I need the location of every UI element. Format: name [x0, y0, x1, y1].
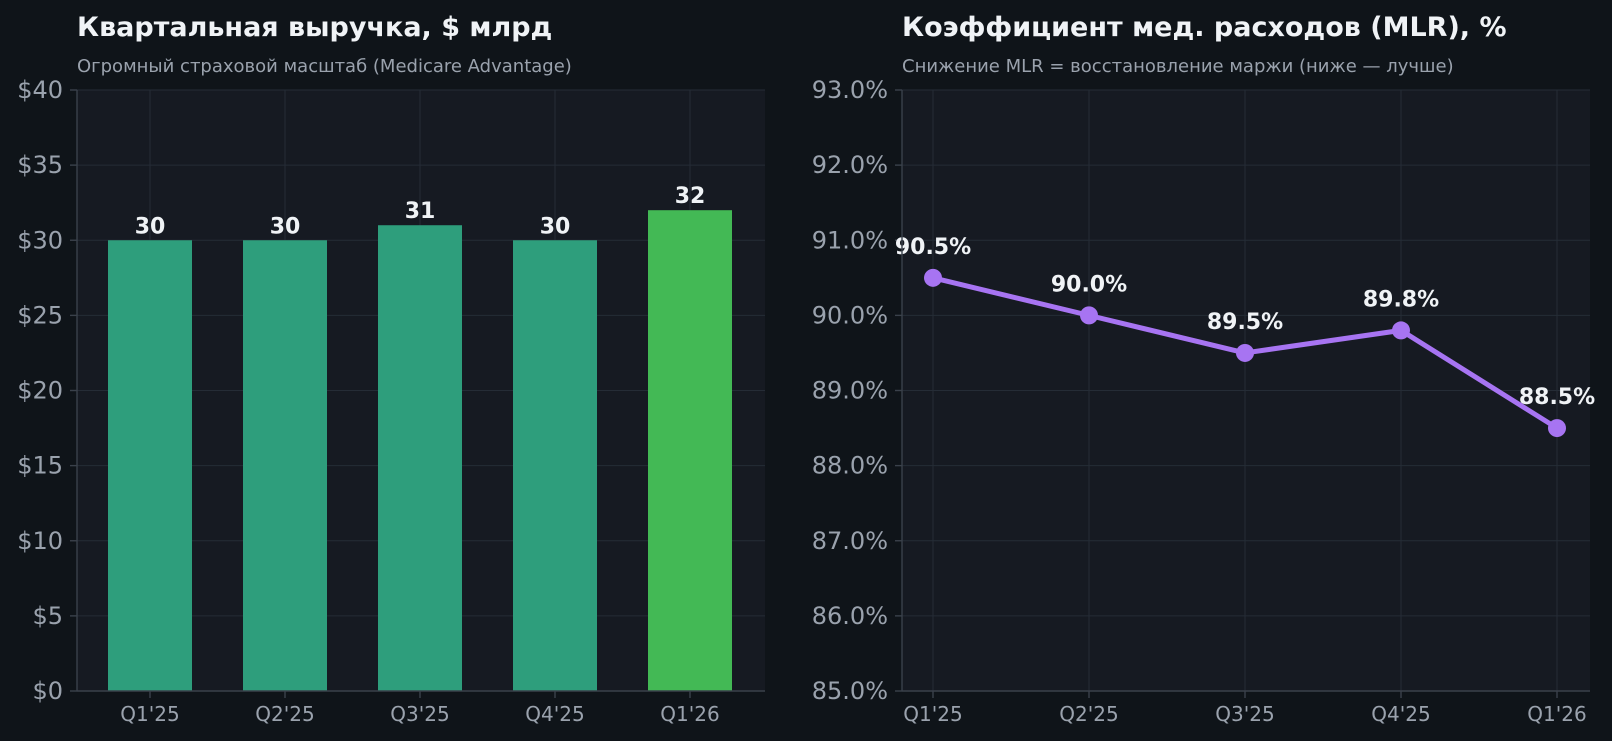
revenue-bar	[648, 210, 732, 691]
mlr-point	[1236, 343, 1254, 362]
mlr-ytick-label: 86.0%	[812, 602, 888, 630]
mlr-xtick-label: Q2'25	[1059, 702, 1118, 726]
mlr-ytick-label: 87.0%	[812, 527, 888, 555]
mlr-xtick-label: Q4'25	[1371, 702, 1430, 726]
mlr-point	[1548, 419, 1566, 438]
revenue-data-labels: 30 30 31 30 32	[135, 184, 706, 239]
mlr-ytick-label: 91.0%	[812, 226, 888, 254]
mlr-point	[924, 268, 942, 287]
revenue-ytick-label: $20	[17, 377, 63, 405]
mlr-data-labels: 90.5% 90.0% 89.5% 89.8% 88.5%	[895, 235, 1595, 410]
mlr-xtick-label: Q3'25	[1215, 702, 1274, 726]
mlr-ytick-label: 85.0%	[812, 677, 888, 705]
mlr-x-axis: Q1'25 Q2'25 Q3'25 Q4'25 Q1'26	[903, 691, 1587, 726]
revenue-ytick-label: $40	[17, 76, 63, 104]
revenue-y-axis: $0 $5 $10 $15 $20 $25 $30 $35 $40	[17, 76, 77, 705]
mlr-point	[1080, 306, 1098, 325]
revenue-data-label: 30	[135, 214, 166, 239]
mlr-ytick-label: 89.0%	[812, 377, 888, 405]
mlr-xtick-label: Q1'26	[1527, 702, 1586, 726]
revenue-data-label: 30	[540, 214, 571, 239]
mlr-data-label: 88.5%	[1519, 385, 1595, 410]
mlr-chart-subtitle: Снижение MLR = восстановление маржи (ниж…	[902, 56, 1454, 77]
revenue-x-axis: Q1'25 Q2'25 Q3'25 Q4'25 Q1'26	[120, 691, 720, 726]
revenue-chart-title: Квартальная выручка, $ млрд	[77, 12, 552, 43]
revenue-ytick-label: $25	[17, 301, 63, 329]
mlr-gridlines	[902, 89, 1590, 692]
revenue-data-label: 31	[405, 199, 436, 224]
revenue-xtick-label: Q2'25	[255, 702, 314, 726]
mlr-data-label: 89.8%	[1363, 287, 1439, 312]
revenue-ytick-label: $5	[32, 602, 63, 630]
revenue-ytick-label: $30	[17, 226, 63, 254]
mlr-series	[924, 268, 1566, 438]
mlr-ytick-label: 90.0%	[812, 301, 888, 329]
mlr-point	[1392, 321, 1410, 340]
mlr-chart-title: Коэффициент мед. расходов (MLR), %	[902, 12, 1507, 43]
revenue-chart-subtitle: Огромный страховой масштаб (Medicare Adv…	[77, 56, 572, 77]
mlr-ytick-label: 92.0%	[812, 151, 888, 179]
mlr-xtick-label: Q1'25	[903, 702, 962, 726]
revenue-bar	[108, 240, 192, 691]
revenue-bar	[378, 225, 462, 691]
mlr-line-chart: Коэффициент мед. расходов (MLR), % Сниже…	[812, 12, 1595, 726]
revenue-bar	[513, 240, 597, 691]
mlr-ytick-label: 88.0%	[812, 452, 888, 480]
revenue-xtick-label: Q1'25	[120, 702, 179, 726]
revenue-data-label: 30	[270, 214, 301, 239]
revenue-ytick-label: $35	[17, 151, 63, 179]
revenue-ytick-label: $10	[17, 527, 63, 555]
revenue-ytick-label: $15	[17, 452, 63, 480]
revenue-data-label: 32	[675, 184, 706, 209]
revenue-bar	[243, 240, 327, 691]
mlr-y-axis: 85.0% 86.0% 87.0% 88.0% 89.0% 90.0% 91.0% 92.0%…	[812, 76, 902, 705]
mlr-ytick-label: 93.0%	[812, 76, 888, 104]
revenue-xtick-label: Q4'25	[525, 702, 584, 726]
mlr-data-label: 90.5%	[895, 235, 971, 260]
mlr-data-label: 90.0%	[1051, 272, 1127, 297]
revenue-ytick-label: $0	[32, 677, 63, 705]
revenue-bars	[108, 210, 732, 691]
revenue-bar-chart: Квартальная выручка, $ млрд Огромный стр…	[17, 12, 765, 726]
revenue-xtick-label: Q3'25	[390, 702, 449, 726]
revenue-xtick-label: Q1'26	[660, 702, 719, 726]
mlr-data-label: 89.5%	[1207, 310, 1283, 335]
